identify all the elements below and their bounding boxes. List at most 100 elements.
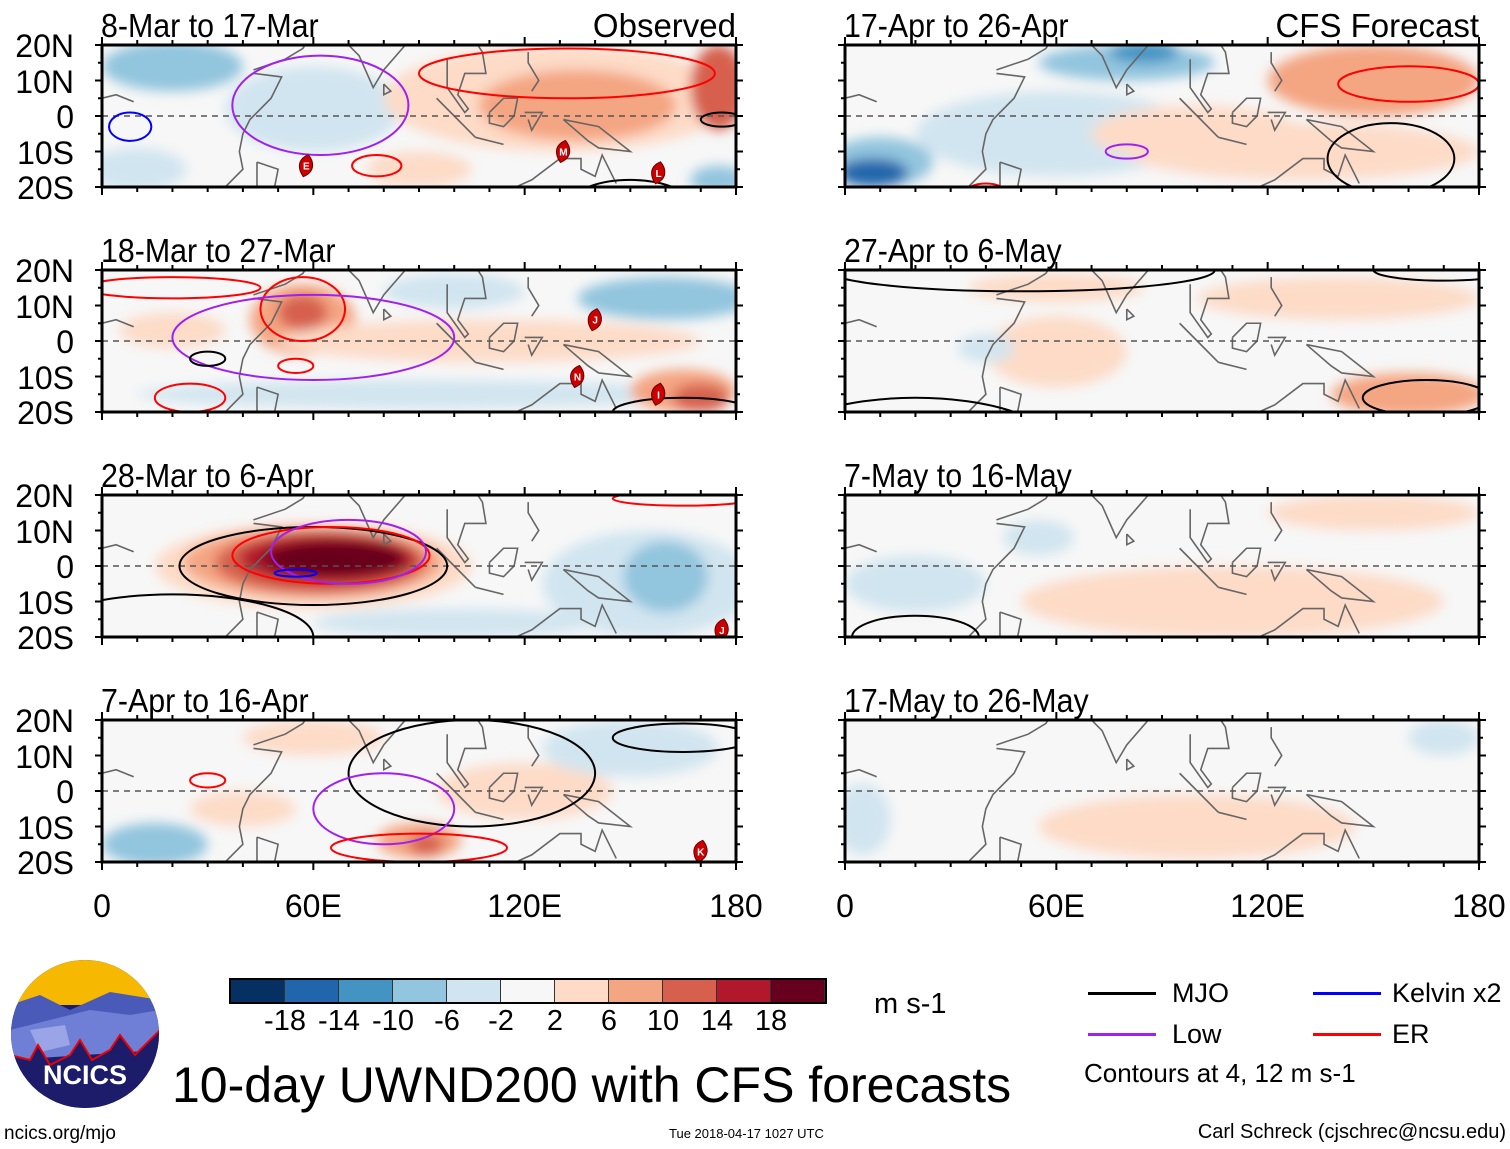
colorbar-units: m s-1 <box>874 988 947 1020</box>
contour <box>968 182 1004 187</box>
coastline <box>224 72 283 187</box>
footer-timestamp: Tue 2018-04-17 1027 UTC <box>669 1126 824 1141</box>
coastline <box>1270 502 1283 542</box>
tropical-cyclone-icon: N <box>570 364 585 389</box>
coastline <box>562 793 634 828</box>
coastline <box>562 343 634 378</box>
anomaly-region <box>1408 720 1479 756</box>
panel-tag: Observed <box>592 7 736 44</box>
coastline <box>513 377 617 412</box>
contour <box>108 111 153 142</box>
anomaly-region <box>1091 105 1303 163</box>
y-tick-label: 10S <box>17 359 74 396</box>
footer-author: Carl Schreck (cjschrec@ncsu.edu) <box>1197 1121 1506 1143</box>
contour <box>102 276 262 300</box>
legend-label-kelvin: Kelvin x2 <box>1392 978 1502 1008</box>
anomaly-region <box>1267 45 1479 116</box>
storm-label: N <box>574 373 581 384</box>
map-panel <box>838 262 1486 420</box>
anomaly-region <box>985 316 1127 388</box>
y-tick-label: 0 <box>56 99 74 135</box>
y-tick-label: 20N <box>15 28 74 64</box>
coastline <box>524 786 544 808</box>
coastline <box>999 161 1023 187</box>
legend-line-low <box>1088 1033 1156 1036</box>
coastline <box>562 118 634 153</box>
y-tick-label: 10S <box>17 584 74 621</box>
coastline <box>382 533 393 546</box>
anomaly-region <box>915 91 1198 177</box>
contour-note: Contours at 4, 12 m s-1 <box>1084 1058 1356 1088</box>
contour <box>312 772 456 846</box>
coastline <box>1267 561 1287 583</box>
coastline <box>527 727 540 767</box>
colorbar-swatch <box>231 980 285 1002</box>
y-tick-label: 10S <box>17 809 74 846</box>
contour <box>585 178 675 187</box>
anomaly-region <box>137 380 701 409</box>
coastline <box>475 811 504 821</box>
map-panel <box>838 712 1486 870</box>
anomaly-region <box>278 294 328 331</box>
anomaly-region <box>1038 794 1356 859</box>
anomaly-region <box>225 66 402 152</box>
coastline <box>1189 720 1230 789</box>
colorbar-swatch <box>447 980 501 1002</box>
coastline <box>102 93 134 103</box>
storm-label: I <box>657 390 660 401</box>
coastline <box>524 111 544 133</box>
map-panel: E M L <box>95 37 743 195</box>
anomaly-region <box>119 312 226 349</box>
panel-title: 7-May to 16-May <box>844 457 1072 494</box>
contour <box>189 350 227 367</box>
x-tick-label: 0 <box>93 888 111 924</box>
coastline <box>1305 118 1377 153</box>
contour <box>231 54 410 157</box>
coastline <box>475 136 504 146</box>
colorbar-label: 6 <box>600 1005 618 1037</box>
y-tick-label: 20S <box>17 395 74 431</box>
anomaly-region <box>1331 372 1479 412</box>
contour <box>277 357 315 374</box>
coastline <box>1218 586 1247 596</box>
y-tick-label: 20S <box>17 845 74 881</box>
colorbar-swatch <box>285 980 339 1002</box>
coastline <box>999 836 1023 862</box>
anomaly-region <box>1267 495 1479 531</box>
coastline <box>1218 136 1247 146</box>
colorbar-swatch <box>555 980 609 1002</box>
contour <box>153 382 227 412</box>
y-tick-label: 10N <box>15 513 74 550</box>
legend-label-mjo: MJO <box>1172 978 1229 1008</box>
coastline <box>967 522 1026 637</box>
colorbar-label: -10 <box>372 1005 414 1037</box>
map-panel <box>838 37 1486 195</box>
contour <box>270 518 428 585</box>
tropical-cyclone-icon: J <box>587 308 602 332</box>
colorbar-swatch <box>609 980 663 1002</box>
coastline <box>347 270 407 315</box>
colorbar-label: -2 <box>488 1005 514 1037</box>
coastline <box>382 83 393 96</box>
coastline <box>1189 270 1230 339</box>
x-tick-label: 180 <box>1452 888 1506 924</box>
legend-label-er: ER <box>1392 1019 1430 1049</box>
contour <box>1326 122 1456 187</box>
coastline <box>1125 308 1136 321</box>
coastline <box>256 386 280 412</box>
coastline <box>1267 786 1287 808</box>
footer-url: ncics.org/mjo <box>4 1123 116 1144</box>
figure-title: 10-day UWND200 with CFS forecasts <box>172 1057 1012 1113</box>
anomaly-region <box>623 541 708 613</box>
contour <box>1372 270 1479 282</box>
coastline <box>996 45 1050 71</box>
coastline <box>1256 827 1360 862</box>
y-tick-label: 10S <box>17 134 74 171</box>
storm-label: L <box>655 169 661 180</box>
x-tick-label: 180 <box>709 888 763 924</box>
y-tick-label: 20N <box>15 253 74 289</box>
coastline <box>1270 52 1283 92</box>
coastline <box>1125 533 1136 546</box>
coastline <box>1218 811 1247 821</box>
coastline <box>513 827 617 862</box>
